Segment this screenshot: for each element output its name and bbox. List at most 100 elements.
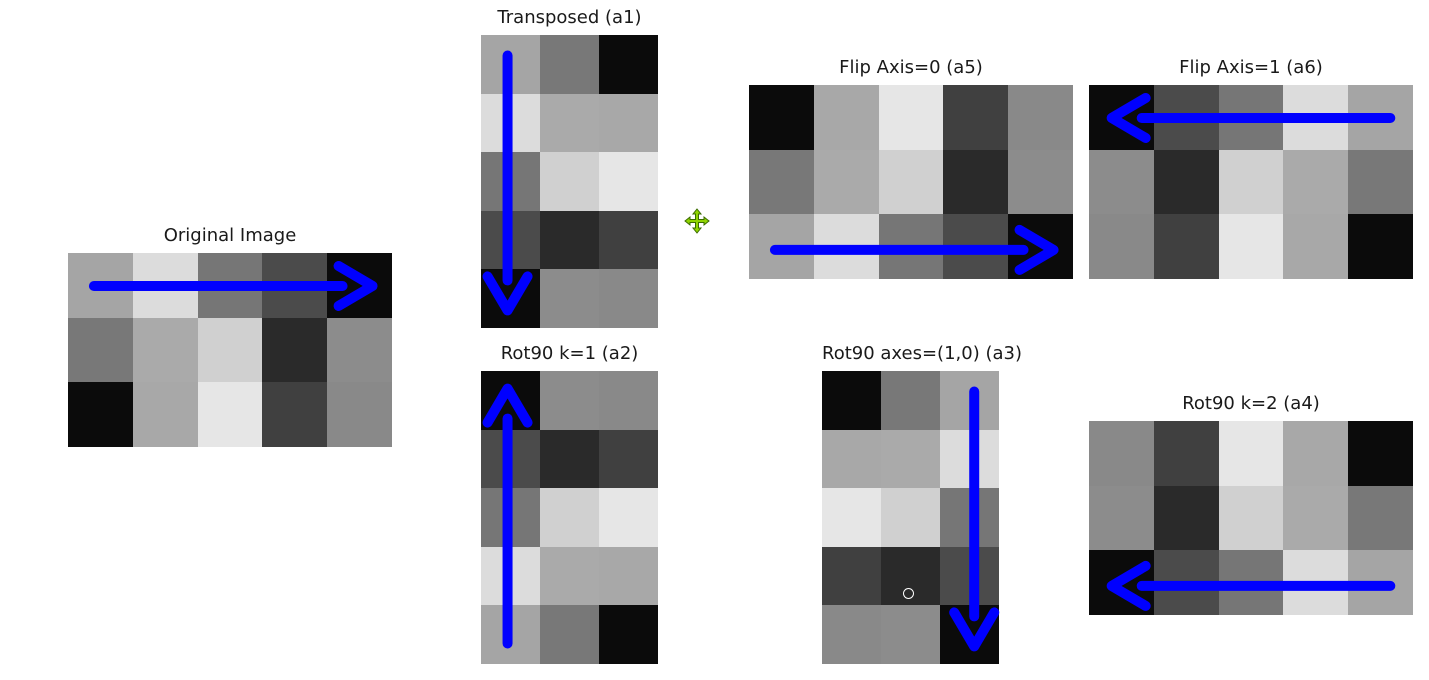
image-grid: [749, 85, 1073, 279]
pixel-cell: [262, 253, 328, 318]
panel-rot90-k2: Rot90 k=2 (a4): [1089, 393, 1413, 615]
pixel-cell: [327, 382, 392, 447]
pixel-cell: [813, 214, 879, 279]
pixel-cell: [481, 35, 540, 94]
pixel-cell: [1153, 421, 1219, 486]
pixel-cell: [1348, 485, 1413, 551]
panel-title: Rot90 k=1 (a2): [500, 343, 639, 364]
pixel-cell: [1008, 85, 1073, 150]
pixel-cell: [599, 546, 658, 606]
pixel-cell: [68, 253, 133, 318]
image-grid: [822, 371, 999, 664]
pixel-cell: [1283, 485, 1349, 551]
pixel-cell: [599, 488, 658, 547]
pixel-cell: [540, 605, 599, 664]
pixel-cell: [599, 93, 658, 153]
pixel-cell: [1348, 85, 1413, 150]
pixel-cell: [481, 269, 540, 328]
pixel-cell: [327, 317, 392, 383]
pixel-cell: [540, 546, 599, 606]
pixel-cell: [540, 371, 599, 430]
pixel-cell: [481, 152, 540, 211]
pixel-cell: [599, 152, 658, 211]
panel-title: Rot90 axes=(1,0) (a3): [822, 343, 1022, 364]
pixel-cell: [327, 253, 392, 318]
pixel-cell: [1348, 421, 1413, 486]
pixel-cell: [1153, 214, 1219, 279]
pixel-cell: [878, 149, 944, 215]
pixel-cell: [1283, 214, 1349, 279]
pixel-cell: [1089, 214, 1154, 279]
pixel-cell: [1283, 421, 1349, 486]
pixel-cell: [940, 429, 999, 489]
pixel-cell: [881, 605, 940, 664]
image-grid: [1089, 85, 1413, 279]
pixel-cell: [1348, 550, 1413, 615]
pixel-cell: [940, 488, 999, 547]
pixel-cell: [878, 214, 944, 279]
panel-title: Flip Axis=1 (a6): [1179, 57, 1323, 78]
pixel-cell: [1348, 214, 1413, 279]
pixel-cell: [540, 93, 599, 153]
pixel-cell: [813, 149, 879, 215]
pixel-cell: [540, 35, 599, 94]
panel-title: Flip Axis=0 (a5): [839, 57, 983, 78]
pixel-cell: [262, 317, 328, 383]
panel-rot90-k1: Rot90 k=1 (a2): [481, 343, 658, 664]
pixel-cell: [132, 382, 198, 447]
pixel-cell: [749, 214, 814, 279]
pixel-cell: [943, 85, 1009, 150]
panel-flip-axis-1: Flip Axis=1 (a6): [1089, 57, 1413, 279]
pixel-cell: [540, 269, 599, 328]
panel-title: Original Image: [163, 225, 297, 246]
pixel-cell: [943, 214, 1009, 279]
pixel-cell: [540, 210, 599, 270]
pixel-cell: [940, 371, 999, 430]
pixel-cell: [1008, 149, 1073, 215]
pixel-cell: [940, 546, 999, 606]
pixel-cell: [881, 488, 940, 547]
pixel-cell: [940, 605, 999, 664]
pixel-cell: [1218, 550, 1284, 615]
pixel-cell: [822, 429, 881, 489]
pixel-cell: [481, 429, 540, 489]
pixel-cell: [1218, 214, 1284, 279]
pixel-cell: [1218, 85, 1284, 150]
pixel-cell: [197, 253, 263, 318]
pixel-cell: [943, 149, 1009, 215]
pixel-cell: [481, 371, 540, 430]
pixel-cell: [822, 488, 881, 547]
image-grid: [68, 253, 392, 447]
pixel-cell: [68, 382, 133, 447]
pixel-cell: [813, 85, 879, 150]
pixel-cell: [1153, 85, 1219, 150]
panel-title: Transposed (a1): [497, 7, 642, 28]
pixel-cell: [1153, 485, 1219, 551]
pixel-cell: [1089, 550, 1154, 615]
pixel-cell: [599, 269, 658, 328]
pixel-cell: [1218, 149, 1284, 215]
image-grid: [481, 371, 658, 664]
panel-rot90-axes: Rot90 axes=(1,0) (a3): [822, 343, 1022, 664]
pixel-cell: [132, 317, 198, 383]
pixel-cell: [822, 546, 881, 606]
pixel-cell: [1089, 485, 1154, 551]
pixel-cell: [1348, 149, 1413, 215]
pixel-cell: [881, 371, 940, 430]
pixel-cell: [1283, 550, 1349, 615]
pixel-cell: [481, 546, 540, 606]
panel-title: Rot90 k=2 (a4): [1182, 393, 1320, 414]
pixel-cell: [481, 210, 540, 270]
panel-original: Original Image: [68, 225, 392, 447]
pixel-cell: [822, 605, 881, 664]
pixel-cell: [599, 210, 658, 270]
pixel-cell: [599, 429, 658, 489]
pixel-cell: [197, 317, 263, 383]
pixel-cell: [1218, 485, 1284, 551]
pixel-cell: [132, 253, 198, 318]
pixel-cell: [599, 605, 658, 664]
pixel-cell: [1089, 149, 1154, 215]
pixel-cell: [540, 488, 599, 547]
pixel-cell: [540, 429, 599, 489]
move-arrows-icon[interactable]: [683, 207, 711, 235]
